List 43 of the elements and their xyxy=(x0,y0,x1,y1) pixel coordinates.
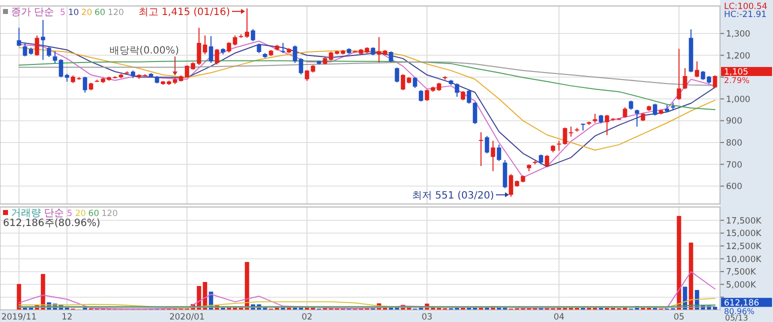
annotation: 최고 1,415 (01/16) xyxy=(138,6,230,18)
x-tick-label: 03 xyxy=(422,312,432,322)
legend-title: 종가 단순 xyxy=(11,7,54,18)
legend-label: 거래량 xyxy=(11,208,41,219)
legend-title: 단순 xyxy=(44,208,64,219)
y-tick-label: 10,000K xyxy=(726,254,762,265)
x-tick-label: 2020/01 xyxy=(169,312,205,322)
x-tick-label: 2019/11 xyxy=(1,312,37,322)
text: 612,186 xyxy=(724,298,760,308)
text: 05/13 xyxy=(725,314,748,322)
text: 60 xyxy=(94,8,106,18)
text: LC:100.54 xyxy=(724,2,768,12)
text: HC:-21.91 xyxy=(724,10,767,20)
text: 120 xyxy=(102,209,118,219)
y-tick-label: 5,000K xyxy=(726,280,756,290)
y-tick-label: 17,500K xyxy=(726,216,762,226)
y-tick-label: 15,000K xyxy=(726,229,762,240)
text: 5 xyxy=(60,8,66,18)
text: 2.79% xyxy=(724,76,750,85)
y-tick-label: 1,200 xyxy=(726,51,750,62)
text: 10 xyxy=(68,8,79,18)
text: 80.96% xyxy=(724,306,755,316)
y-tick-label: 600 xyxy=(726,182,742,192)
x-tick-label: 05 xyxy=(674,312,684,322)
annotation: 배당락(0.00%) xyxy=(109,46,180,57)
y-tick-label: 700 xyxy=(726,160,742,170)
x-tick-label: 02 xyxy=(302,312,312,322)
text: 20 xyxy=(81,8,92,18)
x-tick-label: 04 xyxy=(554,312,564,322)
text: 20 xyxy=(75,209,86,219)
text: 1,105 xyxy=(724,68,748,78)
x-tick-label: 12 xyxy=(62,312,72,322)
y-tick-label: 7,500K xyxy=(726,268,756,278)
text: 120 xyxy=(108,8,124,18)
y-tick-label: 12,500K xyxy=(726,242,762,252)
annotation: 최저 551 (03/20) xyxy=(412,190,494,202)
y-tick-label: 1,000 xyxy=(726,94,750,105)
annotation: 612,186주(80.96%) xyxy=(3,218,100,229)
y-tick-label: 1,300 xyxy=(726,29,750,40)
text: 5 xyxy=(67,209,72,219)
y-tick-label: 900 xyxy=(726,116,742,127)
y-tick-label: 800 xyxy=(726,138,742,149)
text: 60 xyxy=(88,209,100,219)
